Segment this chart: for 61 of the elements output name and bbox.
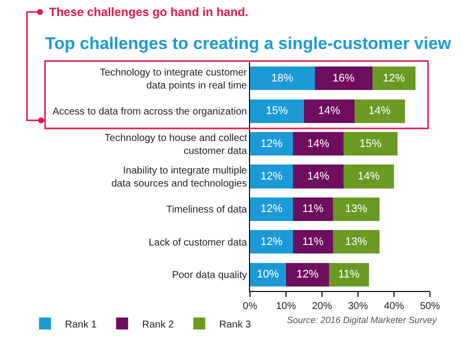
bar bbox=[304, 99, 354, 123]
data-label: 14% bbox=[307, 138, 330, 150]
data-label: 12% bbox=[260, 236, 283, 248]
bar bbox=[250, 66, 315, 90]
data-label: 11% bbox=[302, 203, 324, 216]
bar bbox=[250, 197, 294, 221]
bar bbox=[332, 197, 380, 221]
data-label: 13% bbox=[345, 236, 368, 248]
x-tick-label: 0% bbox=[242, 301, 258, 312]
data-label: 18% bbox=[271, 72, 294, 84]
bar bbox=[250, 230, 294, 254]
legend-label: Rank 3 bbox=[219, 319, 252, 330]
chart-title: Top challenges to creating a single-customer view bbox=[45, 34, 452, 53]
bar bbox=[293, 164, 344, 188]
data-label: 12% bbox=[260, 170, 283, 182]
x-tick-label: 30% bbox=[348, 301, 368, 312]
bar bbox=[293, 132, 344, 156]
bar bbox=[344, 132, 398, 156]
data-label: 11% bbox=[338, 268, 360, 281]
bar bbox=[293, 230, 333, 254]
y-tick-label: Lack of customer data bbox=[148, 237, 248, 248]
x-tick-label: 20% bbox=[312, 301, 332, 312]
x-tick-label: 40% bbox=[384, 301, 404, 312]
x-tick-label: 10% bbox=[276, 301, 296, 312]
bar bbox=[293, 197, 333, 221]
y-tick-label: Technology to integrate customer data points in real time bbox=[100, 67, 248, 92]
bar bbox=[250, 132, 294, 156]
data-label: 14% bbox=[318, 105, 340, 118]
data-label: 16% bbox=[332, 72, 355, 84]
bar bbox=[250, 262, 286, 286]
source-note: Source: 2016 Digital Marketer Survey bbox=[287, 315, 438, 325]
bar bbox=[354, 99, 405, 123]
legend-label: Rank 1 bbox=[65, 319, 98, 330]
bar bbox=[250, 99, 304, 123]
bar bbox=[329, 262, 369, 286]
data-label: 15% bbox=[359, 138, 382, 150]
y-tick-label: Timeliness of data bbox=[166, 204, 248, 216]
y-tick-label: Technology to house and collect customer data bbox=[104, 132, 248, 157]
data-label: 12% bbox=[260, 138, 283, 150]
data-label: 13% bbox=[345, 203, 368, 216]
data-label: 12% bbox=[382, 72, 406, 84]
bar bbox=[250, 164, 294, 188]
bar bbox=[344, 164, 394, 188]
data-label: 12% bbox=[296, 268, 319, 281]
bar bbox=[314, 66, 372, 90]
data-label: 12% bbox=[260, 203, 283, 216]
legend-label: Rank 2 bbox=[142, 319, 174, 330]
data-label: 14% bbox=[307, 170, 330, 182]
data-label: 14% bbox=[368, 105, 391, 118]
bar bbox=[286, 262, 330, 286]
bar bbox=[372, 66, 416, 90]
x-tick-label: 50% bbox=[420, 301, 440, 312]
data-label: 10% bbox=[256, 268, 280, 281]
y-tick-label: Poor data quality bbox=[172, 270, 247, 282]
data-label: 11% bbox=[302, 236, 324, 248]
y-tick-label: Inability to integrate multiple data sources and technologies bbox=[111, 166, 248, 190]
text: These challenges go hand in hand. bbox=[49, 5, 248, 19]
data-label: 14% bbox=[358, 170, 380, 182]
data-label: 15% bbox=[266, 105, 288, 118]
y-tick-label: Access to data from across the organization bbox=[52, 106, 247, 118]
bar bbox=[332, 230, 380, 254]
